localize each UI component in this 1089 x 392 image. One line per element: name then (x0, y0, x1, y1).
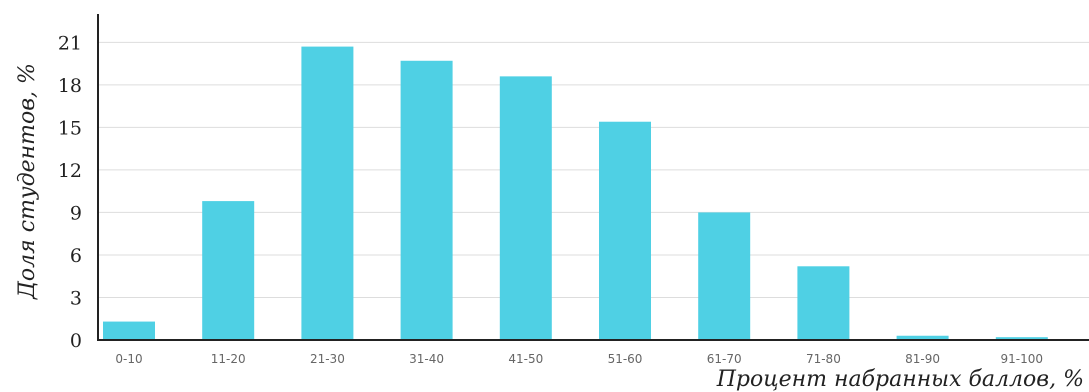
x-tick-label: 81-90 (905, 352, 940, 366)
bar (499, 76, 552, 340)
y-tick-label: 12 (58, 160, 82, 182)
bar (103, 321, 155, 340)
bar (896, 335, 949, 340)
grid-lines (98, 41, 1089, 298)
bar (995, 337, 1048, 340)
x-axis-title: Процент набранных баллов, % (716, 367, 1084, 392)
x-tick-label: 71-80 (806, 352, 841, 366)
y-tick-label: 6 (70, 245, 82, 267)
x-tick-label: 91-100 (1001, 352, 1044, 366)
y-tick-labels: 0 3 6 9 12 15 18 21 (58, 32, 82, 352)
bar (400, 60, 453, 340)
bar (797, 266, 850, 340)
bar (202, 201, 255, 340)
y-tick-label: 21 (58, 32, 82, 54)
y-tick-label: 18 (58, 75, 82, 97)
y-tick-label: 15 (58, 117, 82, 139)
x-tick-label: 21-30 (310, 352, 345, 366)
x-tick-label: 31-40 (409, 352, 444, 366)
bar (301, 46, 354, 340)
x-tick-label: 11-20 (211, 352, 246, 366)
x-tick-label: 51-60 (608, 352, 643, 366)
bars (103, 46, 1048, 340)
y-tick-label: 3 (70, 287, 82, 309)
bar (698, 212, 751, 340)
bar (599, 121, 651, 340)
x-tick-label: 41-50 (508, 352, 543, 366)
x-tick-label: 0-10 (115, 352, 142, 366)
y-axis-title: Доля студентов, % (15, 63, 40, 300)
x-tick-label: 61-70 (707, 352, 742, 366)
y-tick-label: 9 (70, 202, 82, 224)
x-tick-labels: 0-10 11-20 21-30 31-40 41-50 51-60 61-70 71-80 8… (115, 352, 1043, 366)
y-tick-label: 0 (70, 330, 82, 352)
